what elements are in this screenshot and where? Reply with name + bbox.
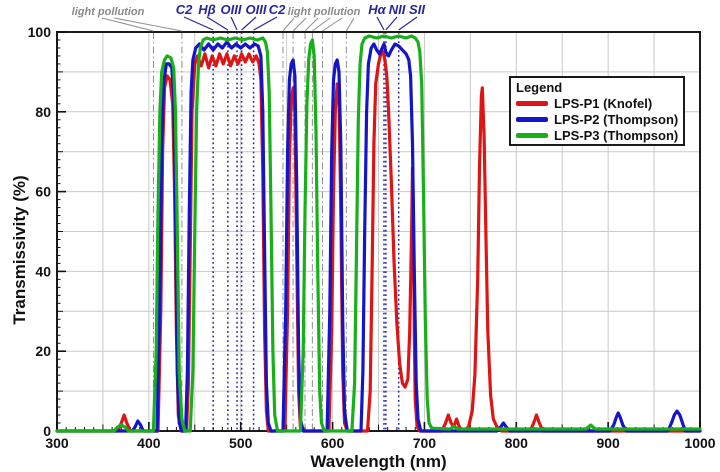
x-tick-label: 800 xyxy=(505,435,529,451)
leader-line xyxy=(304,17,319,32)
y-tick-label: 60 xyxy=(35,184,51,200)
emission-line-label: Hα xyxy=(368,2,386,17)
legend-entry: LPS-P1 (Knofel) xyxy=(516,95,678,111)
leader-line xyxy=(322,17,343,32)
legend-swatch-lps-p2 xyxy=(516,116,548,122)
light-pollution-label: light pollution xyxy=(288,6,361,18)
emission-line-label: SII xyxy=(409,2,425,17)
y-tick-label: 100 xyxy=(28,24,52,40)
x-tick-label: 900 xyxy=(596,435,620,451)
legend-swatch-lps-p1 xyxy=(516,100,548,106)
emission-line-label: OIII xyxy=(221,2,242,17)
leader-line xyxy=(282,17,295,32)
legend: Legend LPS-P1 (Knofel) LPS-P2 (Thompson) L… xyxy=(509,76,685,146)
y-axis-title: Transmissivity (%) xyxy=(10,175,29,325)
leader-line xyxy=(241,16,257,31)
y-tick-label: 80 xyxy=(35,104,51,120)
emission-line-label: NII xyxy=(389,2,406,17)
emission-line-label: OIII xyxy=(246,2,267,17)
legend-entry: LPS-P3 (Thompson) xyxy=(516,127,678,143)
leader-line xyxy=(253,16,278,31)
x-tick-label: 1000 xyxy=(684,435,715,451)
x-tick-label: 700 xyxy=(413,435,437,451)
legend-label: LPS-P1 (Knofel) xyxy=(554,95,653,111)
y-tick-label: 0 xyxy=(43,423,51,439)
legend-label: LPS-P3 (Thompson) xyxy=(554,127,679,143)
y-tick-label: 20 xyxy=(35,343,51,359)
leader-line xyxy=(385,16,398,31)
series-lps-p3 xyxy=(55,34,702,433)
emission-line-label: C2 xyxy=(269,2,286,17)
legend-entry: LPS-P2 (Thompson) xyxy=(516,111,678,127)
x-tick-label: 500 xyxy=(229,435,253,451)
leader-line xyxy=(101,17,154,32)
leader-line xyxy=(183,16,214,31)
leader-line xyxy=(230,16,238,31)
legend-label: LPS-P2 (Thompson) xyxy=(554,111,679,127)
x-tick-label: 400 xyxy=(137,435,161,451)
emission-line-label: C2 xyxy=(176,2,193,17)
leader-line xyxy=(345,17,355,32)
emission-line-label: Hβ xyxy=(198,2,215,17)
x-axis-title: Wavelength (nm) xyxy=(310,452,447,471)
leader-line xyxy=(206,16,229,31)
legend-swatch-lps-p3 xyxy=(516,132,548,138)
x-tick-label: 300 xyxy=(45,435,69,451)
x-tick-label: 600 xyxy=(321,435,345,451)
leader-line xyxy=(398,16,418,31)
leader-line xyxy=(376,16,385,31)
leader-line xyxy=(292,17,307,32)
y-tick-label: 40 xyxy=(35,263,51,279)
light-pollution-label: light pollution xyxy=(72,6,145,18)
leader-line xyxy=(312,17,331,32)
legend-entries: LPS-P1 (Knofel) LPS-P2 (Thompson) LPS-P3 (… xyxy=(516,95,678,143)
leader-line xyxy=(113,17,183,32)
legend-title: Legend xyxy=(516,80,563,95)
